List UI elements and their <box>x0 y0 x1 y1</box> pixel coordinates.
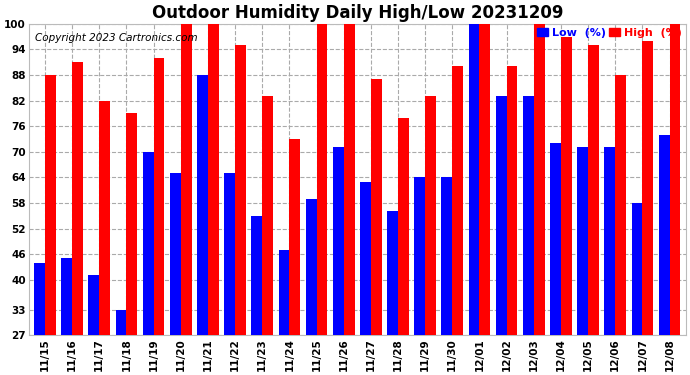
Bar <box>197 75 208 335</box>
Bar <box>506 66 518 335</box>
Bar <box>425 96 436 335</box>
Bar <box>469 24 480 335</box>
Bar <box>442 177 453 335</box>
Bar <box>333 147 344 335</box>
Bar <box>181 24 192 335</box>
Bar <box>588 45 599 335</box>
Bar <box>344 24 355 335</box>
Bar <box>45 75 56 335</box>
Bar <box>306 199 317 335</box>
Bar <box>387 211 398 335</box>
Bar <box>61 258 72 335</box>
Bar <box>208 24 219 335</box>
Bar <box>642 41 653 335</box>
Bar <box>480 24 491 335</box>
Bar <box>34 262 45 335</box>
Bar <box>317 24 327 335</box>
Bar <box>604 147 615 335</box>
Bar <box>659 135 669 335</box>
Bar <box>116 310 126 335</box>
Bar <box>251 216 262 335</box>
Bar <box>523 96 534 335</box>
Bar <box>126 113 137 335</box>
Bar <box>360 182 371 335</box>
Bar <box>224 173 235 335</box>
Bar <box>453 66 463 335</box>
Bar <box>495 96 506 335</box>
Bar <box>99 100 110 335</box>
Bar <box>414 177 425 335</box>
Bar <box>534 24 544 335</box>
Bar <box>289 139 300 335</box>
Bar <box>170 173 181 335</box>
Bar <box>550 143 561 335</box>
Text: Copyright 2023 Cartronics.com: Copyright 2023 Cartronics.com <box>35 33 198 43</box>
Bar <box>72 62 83 335</box>
Legend: Low  (%), High  (%): Low (%), High (%) <box>533 24 686 43</box>
Title: Outdoor Humidity Daily High/Low 20231209: Outdoor Humidity Daily High/Low 20231209 <box>152 4 563 22</box>
Bar <box>371 79 382 335</box>
Bar <box>235 45 246 335</box>
Bar <box>631 203 642 335</box>
Bar <box>154 58 164 335</box>
Bar <box>88 276 99 335</box>
Bar <box>279 250 289 335</box>
Bar <box>669 24 680 335</box>
Bar <box>262 96 273 335</box>
Bar <box>615 75 626 335</box>
Bar <box>561 36 572 335</box>
Bar <box>398 118 409 335</box>
Bar <box>143 152 154 335</box>
Bar <box>578 147 588 335</box>
